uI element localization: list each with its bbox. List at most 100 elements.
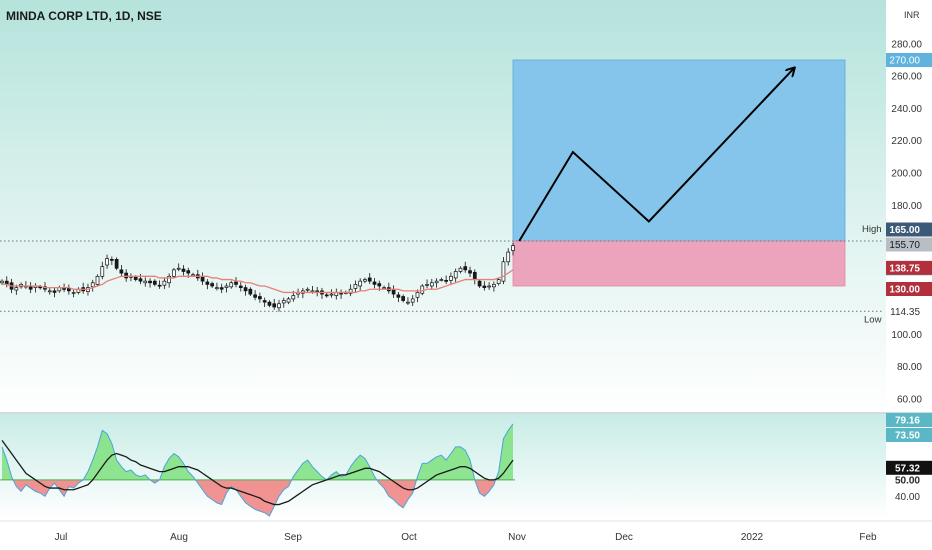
candle-body [277, 303, 281, 309]
candle [229, 280, 234, 289]
candlestick-series [0, 242, 515, 312]
candle-body [487, 285, 491, 288]
moving-average-path [2, 269, 514, 294]
candle [95, 274, 100, 287]
candle-body [415, 292, 420, 298]
time-axis[interactable]: Jul Aug Sep Oct Nov Dec 2022 Feb [55, 532, 877, 543]
candle [425, 279, 429, 289]
candle [439, 277, 444, 282]
time-tick-label[interactable]: Nov [508, 532, 526, 543]
candle-body [229, 282, 234, 288]
candle-body [181, 268, 186, 272]
candle [458, 266, 463, 274]
candle [449, 272, 453, 285]
candle-body [506, 251, 511, 263]
candle [453, 268, 458, 283]
currency-label: INR [904, 10, 920, 20]
candle-body [200, 275, 205, 282]
trade-zones[interactable] [512, 59, 846, 287]
candle [406, 297, 410, 306]
candle-body [215, 287, 219, 289]
rsi-indicator [0, 423, 515, 517]
candle [243, 284, 248, 296]
moving-average-line [2, 269, 514, 294]
time-tick-label[interactable]: Feb [859, 532, 877, 543]
candle [52, 287, 57, 298]
candle-body [468, 270, 472, 274]
candle-body [410, 298, 415, 303]
candle-body [382, 287, 386, 289]
candle-body [348, 288, 353, 294]
candle-body [286, 298, 291, 303]
candle-body [219, 287, 224, 290]
rsi-overbought-fill [2, 423, 513, 480]
candle-body [406, 301, 410, 304]
candle [224, 283, 229, 293]
time-tick-label[interactable]: Jul [55, 532, 68, 543]
candle-body [472, 271, 477, 280]
candle-body [425, 284, 429, 286]
candle-body [191, 274, 195, 277]
candle-body [143, 280, 148, 284]
candle-body [52, 290, 57, 293]
candle [434, 278, 439, 288]
candle-body [105, 258, 109, 266]
candle [258, 292, 262, 303]
candle [477, 279, 482, 288]
candle [210, 281, 214, 288]
time-tick-label[interactable]: Aug [170, 532, 188, 543]
projection-arrow[interactable] [518, 68, 794, 242]
time-tick-label[interactable]: Dec [615, 532, 633, 543]
candle-body [157, 284, 162, 287]
candle [234, 277, 238, 288]
candle [105, 254, 109, 269]
time-tick-label[interactable]: 2022 [741, 532, 764, 543]
time-tick-label[interactable]: Oct [401, 532, 417, 543]
candle [511, 242, 515, 256]
projection-path[interactable] [518, 68, 794, 242]
candle [143, 277, 148, 287]
price-axis[interactable]: 280.00 260.00 240.00 220.00 200.00 180.00 100.… [886, 39, 932, 503]
candle-body [248, 288, 253, 295]
candle [286, 296, 291, 305]
candle [487, 282, 491, 290]
candle [506, 248, 511, 266]
candle-body [272, 303, 277, 308]
price-tick-label: 260.00 [891, 72, 922, 83]
candle-body [71, 292, 76, 294]
price-marker-label: 114.35 [890, 307, 920, 318]
candle-body [176, 267, 181, 270]
price-tick-label: 100.00 [891, 330, 922, 341]
stop-loss-zone[interactable] [512, 240, 846, 287]
candle-body [429, 282, 434, 287]
candle [410, 295, 415, 307]
time-tick-label[interactable]: Sep [284, 532, 302, 543]
rsi-marker-bg [886, 413, 932, 427]
candle [71, 289, 76, 298]
candle [501, 256, 506, 285]
candle-body [210, 283, 214, 287]
candle [272, 298, 277, 310]
rsi-tick-label: 40.00 [895, 492, 920, 503]
candle-body [363, 279, 367, 282]
candle-body [262, 300, 267, 303]
rsi-tick-label: 50.00 [895, 475, 920, 486]
candle-body [167, 275, 171, 284]
target-zone[interactable] [512, 59, 846, 242]
candle [468, 266, 472, 277]
candle-body [258, 296, 262, 300]
price-tick-label: 200.00 [891, 169, 922, 180]
candle [496, 277, 501, 286]
candle [444, 275, 448, 285]
candle-body [482, 285, 487, 288]
candle-body [100, 266, 105, 277]
candle-body [391, 288, 396, 295]
candle-body [234, 281, 238, 285]
price-tick-label: 220.00 [891, 136, 922, 147]
candle [162, 277, 167, 290]
candle [367, 273, 372, 285]
candle-body [367, 277, 372, 282]
candle-body [162, 280, 167, 286]
candle-body [501, 261, 506, 282]
